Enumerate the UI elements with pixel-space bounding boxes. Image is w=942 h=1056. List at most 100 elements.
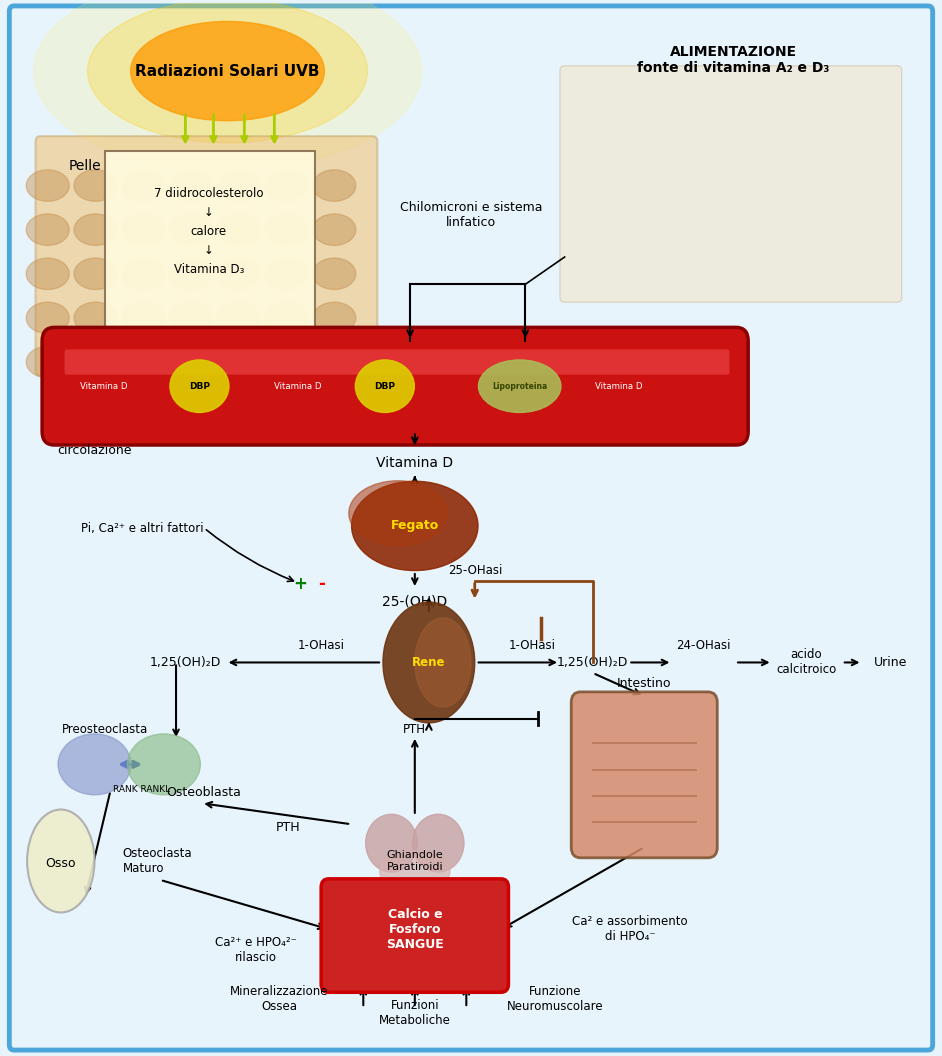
FancyBboxPatch shape [42, 327, 748, 445]
Ellipse shape [170, 170, 213, 202]
Text: Urine: Urine [874, 656, 907, 668]
Ellipse shape [74, 258, 117, 289]
Ellipse shape [127, 734, 201, 795]
Text: 24-OHasi: 24-OHasi [676, 639, 730, 652]
FancyBboxPatch shape [105, 151, 315, 365]
Text: PTH: PTH [403, 723, 427, 736]
Ellipse shape [170, 302, 213, 334]
Ellipse shape [170, 258, 213, 289]
Ellipse shape [380, 850, 450, 892]
Ellipse shape [34, 0, 421, 170]
Text: Pi, Ca²⁺ e altri fattori: Pi, Ca²⁺ e altri fattori [82, 522, 204, 534]
Ellipse shape [26, 258, 70, 289]
Ellipse shape [122, 302, 165, 334]
Ellipse shape [479, 360, 560, 413]
Ellipse shape [313, 302, 356, 334]
Text: Radiazioni Solari UVB: Radiazioni Solari UVB [136, 63, 319, 78]
Ellipse shape [218, 170, 260, 202]
Text: PTH: PTH [276, 821, 300, 834]
Ellipse shape [170, 214, 213, 245]
FancyBboxPatch shape [9, 6, 933, 1050]
Ellipse shape [58, 734, 131, 795]
Ellipse shape [265, 214, 308, 245]
Text: 7 diidrocolesterolo
↓
calore
↓
Vitamina D₃: 7 diidrocolesterolo ↓ calore ↓ Vitamina … [154, 187, 264, 276]
Text: 25-OHasi: 25-OHasi [448, 564, 503, 577]
Text: Vitamina D: Vitamina D [376, 456, 453, 470]
Ellipse shape [74, 346, 117, 378]
Text: Vitamina D: Vitamina D [80, 381, 128, 391]
Ellipse shape [313, 214, 356, 245]
Ellipse shape [26, 346, 70, 378]
Ellipse shape [27, 810, 94, 912]
Ellipse shape [218, 346, 260, 378]
Text: Funzione
Neuromuscolare: Funzione Neuromuscolare [507, 984, 604, 1013]
Text: Vitamina D: Vitamina D [274, 381, 321, 391]
Text: Ca²⁺ e HPO₄²⁻
rilascio: Ca²⁺ e HPO₄²⁻ rilascio [215, 937, 297, 964]
Ellipse shape [365, 814, 417, 872]
Ellipse shape [26, 302, 70, 334]
Text: 1,25(OH)₂D: 1,25(OH)₂D [557, 656, 628, 668]
Text: Preosteoclasta: Preosteoclasta [62, 723, 148, 736]
FancyBboxPatch shape [36, 136, 378, 376]
Text: Mineralizzazione
Ossea: Mineralizzazione Ossea [230, 984, 328, 1013]
Text: Fegato: Fegato [391, 520, 439, 532]
Ellipse shape [265, 170, 308, 202]
Ellipse shape [349, 480, 447, 546]
Text: Chilomicroni e sistema
linfatico: Chilomicroni e sistema linfatico [399, 201, 543, 228]
Ellipse shape [88, 0, 367, 143]
Ellipse shape [26, 214, 70, 245]
Ellipse shape [414, 618, 471, 708]
Ellipse shape [265, 346, 308, 378]
Text: Funzioni
Metaboliche: Funzioni Metaboliche [379, 999, 451, 1027]
Ellipse shape [122, 258, 165, 289]
Ellipse shape [122, 170, 165, 202]
Text: -: - [317, 574, 325, 592]
Text: 1-OHasi: 1-OHasi [298, 639, 345, 652]
Text: Ca² e assorbimento
di HPO₄⁻: Ca² e assorbimento di HPO₄⁻ [573, 916, 688, 943]
Ellipse shape [74, 302, 117, 334]
Text: DBP: DBP [374, 381, 396, 391]
Text: 1-OHasi: 1-OHasi [509, 639, 556, 652]
Text: Lipoproteina: Lipoproteina [492, 381, 547, 391]
Text: Ghiandole
Paratiroidi: Ghiandole Paratiroidi [386, 850, 443, 872]
Ellipse shape [313, 346, 356, 378]
Ellipse shape [265, 258, 308, 289]
FancyBboxPatch shape [560, 65, 901, 302]
Ellipse shape [122, 346, 165, 378]
Text: Osso: Osso [45, 856, 76, 869]
Text: Osteoclasta
Maturo: Osteoclasta Maturo [122, 847, 192, 875]
Text: 25-(OH)D: 25-(OH)D [382, 595, 447, 608]
Text: circolazione: circolazione [57, 444, 132, 457]
Text: +: + [294, 574, 307, 592]
Text: Osteoblasta: Osteoblasta [167, 787, 241, 799]
Ellipse shape [122, 214, 165, 245]
Ellipse shape [170, 360, 229, 413]
Ellipse shape [413, 814, 464, 872]
Text: RANK RANKL: RANK RANKL [113, 786, 170, 794]
Ellipse shape [313, 170, 356, 202]
FancyBboxPatch shape [321, 879, 509, 993]
Ellipse shape [131, 21, 324, 120]
Ellipse shape [351, 482, 478, 570]
Ellipse shape [313, 258, 356, 289]
Ellipse shape [355, 360, 414, 413]
Ellipse shape [74, 214, 117, 245]
Ellipse shape [170, 346, 213, 378]
Ellipse shape [265, 302, 308, 334]
Ellipse shape [26, 170, 70, 202]
Text: ALIMENTAZIONE
fonte di vitamina A₂ e D₃: ALIMENTAZIONE fonte di vitamina A₂ e D₃ [637, 44, 829, 75]
Ellipse shape [218, 214, 260, 245]
Text: acido
calcitroico: acido calcitroico [776, 648, 836, 677]
Ellipse shape [383, 602, 475, 723]
FancyBboxPatch shape [571, 692, 717, 857]
Ellipse shape [218, 258, 260, 289]
FancyBboxPatch shape [65, 350, 729, 375]
Text: Pelle: Pelle [69, 158, 101, 172]
Text: 1,25(OH)₂D: 1,25(OH)₂D [150, 656, 221, 668]
Ellipse shape [218, 302, 260, 334]
Text: Rene: Rene [412, 656, 446, 668]
Ellipse shape [74, 170, 117, 202]
Text: Vitamina D: Vitamina D [595, 381, 642, 391]
Text: Calcio e
Fosforo
SANGUE: Calcio e Fosforo SANGUE [386, 908, 444, 950]
Text: Intestino: Intestino [617, 677, 672, 690]
